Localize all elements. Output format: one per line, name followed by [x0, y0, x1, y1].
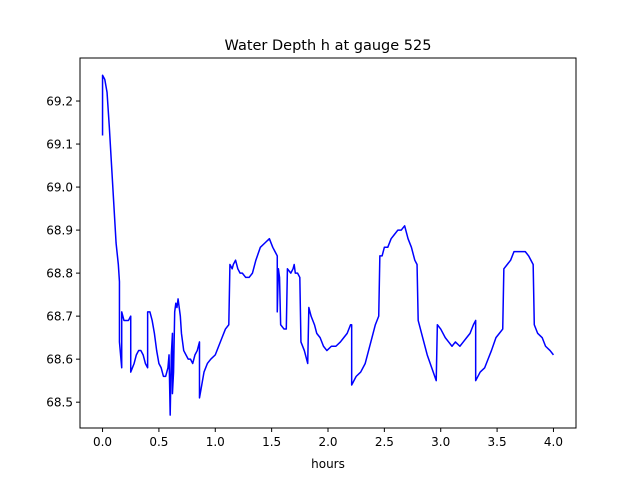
x-tick-label: 1.5 [262, 435, 281, 449]
x-tick-label: 1.0 [206, 435, 225, 449]
x-tick-label: 0.0 [93, 435, 112, 449]
y-axis-ticks: 68.5 68.6 68.7 68.8 68.9 69.0 69.1 69.2 [46, 95, 80, 410]
y-tick-label: 68.7 [46, 310, 73, 324]
chart-title: Water Depth h at gauge 525 [225, 38, 432, 54]
x-tick-label: 2.0 [318, 435, 337, 449]
y-tick-label: 69.1 [46, 138, 73, 152]
x-tick-label: 4.0 [544, 435, 563, 449]
plot-frame [79, 57, 577, 429]
x-tick-label: 2.5 [375, 435, 394, 449]
y-tick-label: 68.5 [46, 396, 73, 410]
y-tick-label: 69.2 [46, 95, 73, 109]
x-axis-ticks: 0.0 0.5 1.0 1.5 2.0 2.5 3.0 3.5 4.0 [93, 428, 563, 449]
x-tick-label: 0.5 [149, 435, 168, 449]
y-tick-label: 68.8 [46, 267, 73, 281]
x-tick-label: 3.0 [431, 435, 450, 449]
y-tick-label: 69.0 [46, 181, 73, 195]
y-tick-label: 68.9 [46, 224, 73, 238]
series-line-0 [101, 74, 555, 416]
x-tick-label: 3.5 [488, 435, 507, 449]
x-axis-label: hours [311, 457, 345, 471]
y-tick-label: 68.6 [46, 353, 73, 367]
series-layer [101, 74, 555, 416]
